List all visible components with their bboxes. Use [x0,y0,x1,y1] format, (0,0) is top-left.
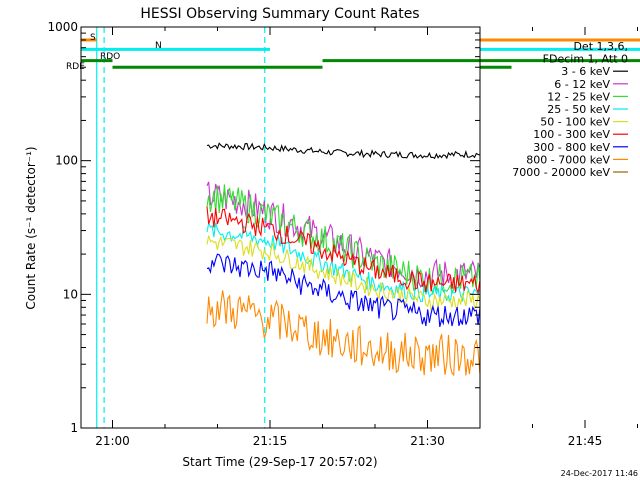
y-tick-label-2: 100 [55,154,78,168]
y-axis-label: Count Rate (s⁻¹ detector⁻¹) [24,146,38,309]
y-tick-label-3: 1000 [47,20,78,34]
bar-label-0: S [90,33,96,43]
bar-label-1: N [155,41,162,51]
legend-entry-6: 300 - 800 keV [533,141,610,154]
x-tick-label-2: 21:30 [410,434,445,448]
series-line-0 [206,142,480,160]
y-tick-label-1: 10 [63,287,78,301]
x-tick-label-0: 21:00 [95,434,130,448]
y-tick-label-0: 1 [70,421,78,435]
legend-entry-2: 12 - 25 keV [547,90,610,103]
vertical-markers [96,27,266,428]
legend-entry-0: 3 - 6 keV [561,65,610,78]
legend-entry-1: 6 - 12 keV [554,78,610,91]
series-group [206,142,480,377]
x-tick-label-1: 21:15 [253,434,288,448]
chart-title: HESSI Observing Summary Count Rates [140,6,419,22]
series-line-2 [206,184,480,296]
series-line-1 [206,181,480,290]
series-line-6 [206,253,480,328]
series-line-3 [206,221,480,303]
footer-date: 24-Dec-2017 11:46 [561,469,638,478]
legend-entry-4: 50 - 100 keV [540,116,610,129]
y-axis: 1 10 100 1000 [47,20,480,435]
series-line-4 [206,235,480,312]
legend-header-0: Det 1,3,6, [573,40,628,53]
bar-label-3: RDE [66,62,85,72]
bar-label-2: RDO [100,52,120,62]
legend-entry-8: 7000 - 20000 keV [512,166,610,179]
x-tick-label-3: 21:45 [568,434,603,448]
x-axis-label: Start Time (29-Sep-17 20:57:02) [182,455,377,469]
series-line-5 [206,206,480,295]
legend-entry-5: 100 - 300 keV [533,128,610,141]
plot-frame [80,26,481,429]
legend-header-1: FDecim 1, Att 0 [543,53,628,66]
legend-entry-3: 25 - 50 keV [547,103,610,116]
attenuator-bars: S N RDO RDE [66,33,640,72]
legend-entry-7: 800 - 7000 keV [526,153,610,166]
series-line-7 [206,290,480,377]
